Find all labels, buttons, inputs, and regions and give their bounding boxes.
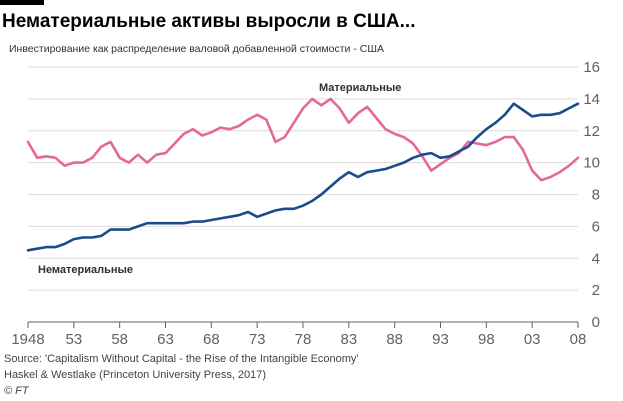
y-axis-ticks: 0 2 4 6 8 10 12 14 16	[583, 59, 600, 331]
y-tick-label: 10	[583, 155, 600, 172]
x-tick-label: 88	[386, 331, 403, 348]
series-line-intangible	[26, 102, 580, 252]
chart-subtitle: Инвестирование как распределение валовой…	[9, 43, 384, 55]
annotation-intangible: Нематериальные	[38, 264, 133, 276]
annotation-tangible: Материальные	[319, 82, 401, 94]
x-tick-label: 73	[249, 331, 266, 348]
x-tick-label: 63	[157, 331, 174, 348]
x-axis: 1948 53 58 63 68 73 78 83 88 93 98 03 08	[11, 321, 587, 348]
x-tick-label: 53	[65, 331, 82, 348]
x-tick-label: 03	[524, 331, 541, 348]
x-tick-label: 78	[295, 331, 312, 348]
y-tick-label: 0	[592, 314, 600, 331]
x-tick-label: 93	[432, 331, 449, 348]
y-tick-label: 6	[592, 218, 600, 235]
brand-bar	[0, 0, 44, 5]
y-tick-label: 16	[583, 59, 600, 76]
chart-title: Нематериальные активы выросли в США...	[2, 11, 416, 32]
series-line-tangible	[26, 97, 580, 182]
x-tick-label: 98	[478, 331, 495, 348]
source-line-2: Haskel & Westlake (Princeton University …	[4, 369, 267, 381]
series-lines	[26, 97, 580, 252]
grid-lines	[28, 66, 578, 291]
x-tick-label: 1948	[11, 331, 44, 348]
source-line-1: Source: 'Capitalism Without Capital - th…	[4, 353, 359, 365]
y-tick-label: 14	[583, 91, 600, 108]
credit: © FT	[4, 385, 29, 397]
y-tick-label: 4	[592, 250, 600, 267]
y-tick-label: 2	[592, 282, 600, 299]
x-tick-label: 58	[111, 331, 128, 348]
x-tick-label: 68	[203, 331, 220, 348]
x-tick-label: 08	[570, 331, 587, 348]
x-tick-label: 83	[340, 331, 357, 348]
y-tick-label: 12	[583, 123, 600, 140]
y-tick-label: 8	[592, 187, 600, 204]
